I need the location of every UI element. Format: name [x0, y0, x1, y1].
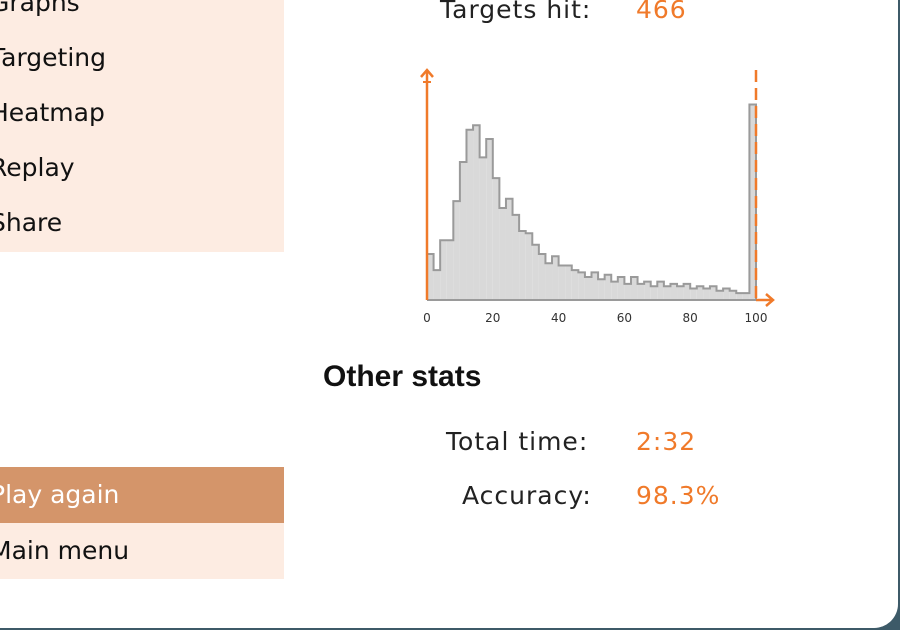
- arrow-up-icon: [420, 68, 434, 78]
- histogram-bar: [657, 281, 664, 300]
- histogram-bar: [630, 277, 638, 300]
- histogram-bar: [729, 290, 737, 300]
- histogram-bar: [499, 208, 506, 300]
- menu-item-targeting[interactable]: Targeting: [0, 43, 107, 72]
- x-tick-label: 0: [423, 311, 431, 325]
- reaction-histogram: 0 20 40 60 80 100: [420, 68, 775, 325]
- histogram-bar: [683, 283, 691, 300]
- histogram-bar: [552, 256, 559, 300]
- histogram-bar: [578, 272, 585, 300]
- histogram-bar: [545, 263, 553, 300]
- histogram-bar: [584, 277, 592, 300]
- histogram-bar: [709, 286, 717, 300]
- histogram-bar: [505, 198, 513, 300]
- histogram-bar: [479, 157, 487, 300]
- main-menu-label: Main menu: [0, 536, 130, 565]
- histogram-bar: [696, 286, 704, 300]
- targets-hit-value: 466: [636, 0, 687, 24]
- histogram-bar: [440, 240, 447, 300]
- histogram-bar: [427, 254, 434, 300]
- x-tick-label: 80: [683, 311, 698, 325]
- x-tick-label: 40: [551, 311, 566, 325]
- histogram-bar: [512, 214, 520, 300]
- histogram-bar: [459, 162, 467, 300]
- accuracy-value: 98.3%: [636, 481, 721, 510]
- histogram-bar: [617, 277, 625, 300]
- histogram-bar: [604, 274, 612, 300]
- histogram-bar: [571, 270, 579, 300]
- histogram-bar: [736, 293, 743, 300]
- x-tick-label: 20: [485, 311, 500, 325]
- histogram-bar: [670, 283, 678, 300]
- histogram-bar: [644, 281, 651, 300]
- menu-item-graphs[interactable]: Graphs: [0, 0, 80, 17]
- histogram-bar: [611, 281, 618, 300]
- histogram-bar: [637, 283, 645, 300]
- main-menu-button[interactable]: Main menu: [0, 523, 284, 579]
- histogram-bar: [433, 270, 441, 300]
- action-buttons: Play again Main menu: [0, 467, 284, 579]
- histogram-bar: [650, 286, 658, 300]
- histogram-bar: [716, 290, 724, 300]
- histogram-bar: [453, 201, 460, 300]
- histogram-bar: [486, 139, 493, 300]
- histogram-bar: [538, 254, 546, 300]
- histogram-bar: [532, 244, 539, 300]
- histogram-bar: [591, 272, 599, 300]
- histogram-bar: [558, 265, 566, 300]
- x-tick-label: 100: [745, 311, 768, 325]
- histogram-bar: [690, 288, 697, 300]
- accuracy-label: Accuracy:: [462, 481, 592, 510]
- menu-item-heatmap[interactable]: Heatmap: [0, 98, 105, 127]
- histogram-bar: [723, 288, 730, 300]
- histogram-outline: [426, 103, 757, 300]
- other-stats-title: Other stats: [323, 360, 482, 393]
- total-time-value: 2:32: [636, 427, 697, 456]
- histogram-bar: [677, 286, 684, 300]
- histogram-bar: [703, 288, 710, 300]
- histogram-bar: [466, 129, 474, 300]
- histogram-bar: [525, 233, 533, 300]
- arrow-right-icon: [765, 293, 775, 307]
- histogram-bar: [663, 286, 671, 300]
- histogram-bar: [749, 104, 756, 300]
- x-tick-label: 60: [617, 311, 632, 325]
- play-again-button[interactable]: Play again: [0, 467, 284, 523]
- play-again-label: Play again: [0, 480, 120, 509]
- menu-item-share[interactable]: Share: [0, 208, 63, 237]
- targets-hit-label: Targets hit:: [440, 0, 592, 24]
- histogram-bar: [742, 293, 750, 300]
- menu-item-replay[interactable]: Replay: [0, 153, 75, 182]
- histogram-bar: [565, 265, 572, 300]
- histogram-bar: [519, 231, 526, 300]
- total-time-label: Total time:: [446, 427, 589, 456]
- histogram-bar: [446, 240, 454, 300]
- histogram-bar: [492, 178, 500, 300]
- side-menu: Graphs Targeting Heatmap Replay Share: [0, 0, 284, 252]
- histogram-bar: [624, 283, 631, 300]
- histogram-bar: [473, 125, 480, 300]
- histogram-bar: [598, 279, 605, 300]
